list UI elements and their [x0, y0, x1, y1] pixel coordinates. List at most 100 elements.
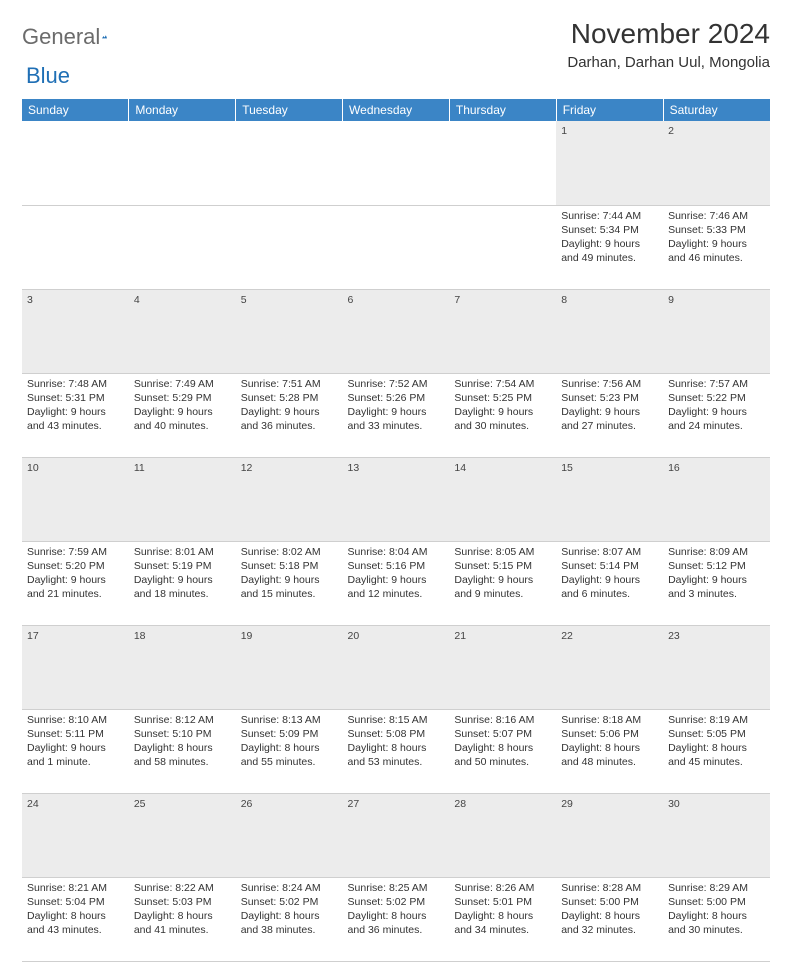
sunrise-text: Sunrise: 7:51 AM [241, 377, 338, 391]
sunset-text: Sunset: 5:04 PM [27, 895, 124, 909]
weekday-header: Tuesday [236, 99, 343, 121]
day-info-row: Sunrise: 7:44 AMSunset: 5:34 PMDaylight:… [22, 205, 770, 289]
sunrise-text: Sunrise: 8:28 AM [561, 881, 658, 895]
day-cell: Sunrise: 8:29 AMSunset: 5:00 PMDaylight:… [663, 877, 770, 961]
day-number: 18 [129, 625, 236, 709]
day-cell: Sunrise: 7:57 AMSunset: 5:22 PMDaylight:… [663, 373, 770, 457]
weekday-header: Thursday [449, 99, 556, 121]
sunrise-text: Sunrise: 8:18 AM [561, 713, 658, 727]
day-number-row: 17181920212223 [22, 625, 770, 709]
day-cell: Sunrise: 8:07 AMSunset: 5:14 PMDaylight:… [556, 541, 663, 625]
daylight-text: Daylight: 8 hours [241, 741, 338, 755]
day-number: 27 [343, 793, 450, 877]
day-cell: Sunrise: 7:56 AMSunset: 5:23 PMDaylight:… [556, 373, 663, 457]
sunrise-text: Sunrise: 8:09 AM [668, 545, 765, 559]
sunrise-text: Sunrise: 8:26 AM [454, 881, 551, 895]
title-block: November 2024 Darhan, Darhan Uul, Mongol… [567, 18, 770, 71]
weekday-header: Saturday [663, 99, 770, 121]
month-title: November 2024 [567, 18, 770, 50]
daylight-text: and 24 minutes. [668, 419, 765, 433]
day-cell: Sunrise: 8:04 AMSunset: 5:16 PMDaylight:… [343, 541, 450, 625]
day-cell: Sunrise: 7:49 AMSunset: 5:29 PMDaylight:… [129, 373, 236, 457]
weekday-header: Wednesday [343, 99, 450, 121]
daylight-text: Daylight: 9 hours [454, 573, 551, 587]
day-cell: Sunrise: 8:15 AMSunset: 5:08 PMDaylight:… [343, 709, 450, 793]
daylight-text: Daylight: 9 hours [134, 405, 231, 419]
day-cell: Sunrise: 7:48 AMSunset: 5:31 PMDaylight:… [22, 373, 129, 457]
day-cell: Sunrise: 7:59 AMSunset: 5:20 PMDaylight:… [22, 541, 129, 625]
brand-logo: General [22, 18, 130, 50]
sunset-text: Sunset: 5:02 PM [348, 895, 445, 909]
day-cell: Sunrise: 8:02 AMSunset: 5:18 PMDaylight:… [236, 541, 343, 625]
sunset-text: Sunset: 5:22 PM [668, 391, 765, 405]
sunrise-text: Sunrise: 8:25 AM [348, 881, 445, 895]
sunset-text: Sunset: 5:01 PM [454, 895, 551, 909]
daylight-text: and 50 minutes. [454, 755, 551, 769]
daylight-text: Daylight: 8 hours [348, 741, 445, 755]
day-cell: Sunrise: 7:46 AMSunset: 5:33 PMDaylight:… [663, 205, 770, 289]
day-number: 22 [556, 625, 663, 709]
daylight-text: and 48 minutes. [561, 755, 658, 769]
day-number: 28 [449, 793, 556, 877]
sunrise-text: Sunrise: 8:13 AM [241, 713, 338, 727]
sunset-text: Sunset: 5:12 PM [668, 559, 765, 573]
sunrise-text: Sunrise: 8:22 AM [134, 881, 231, 895]
daylight-text: and 9 minutes. [454, 587, 551, 601]
day-number: 1 [556, 121, 663, 205]
sunrise-text: Sunrise: 8:29 AM [668, 881, 765, 895]
day-number: 10 [22, 457, 129, 541]
daylight-text: Daylight: 9 hours [668, 573, 765, 587]
sunrise-text: Sunrise: 7:56 AM [561, 377, 658, 391]
day-number: 12 [236, 457, 343, 541]
sunrise-text: Sunrise: 8:12 AM [134, 713, 231, 727]
day-number: 7 [449, 289, 556, 373]
day-cell [236, 205, 343, 289]
sunset-text: Sunset: 5:07 PM [454, 727, 551, 741]
day-cell: Sunrise: 7:44 AMSunset: 5:34 PMDaylight:… [556, 205, 663, 289]
day-cell: Sunrise: 8:05 AMSunset: 5:15 PMDaylight:… [449, 541, 556, 625]
daylight-text: Daylight: 8 hours [134, 909, 231, 923]
sunset-text: Sunset: 5:33 PM [668, 223, 765, 237]
day-number [343, 121, 450, 205]
sunrise-text: Sunrise: 8:04 AM [348, 545, 445, 559]
day-number: 6 [343, 289, 450, 373]
daylight-text: and 53 minutes. [348, 755, 445, 769]
daylight-text: and 32 minutes. [561, 923, 658, 937]
daylight-text: Daylight: 9 hours [134, 573, 231, 587]
day-cell: Sunrise: 8:09 AMSunset: 5:12 PMDaylight:… [663, 541, 770, 625]
sunrise-text: Sunrise: 8:21 AM [27, 881, 124, 895]
daylight-text: and 6 minutes. [561, 587, 658, 601]
daylight-text: and 43 minutes. [27, 923, 124, 937]
day-number: 5 [236, 289, 343, 373]
daylight-text: Daylight: 8 hours [668, 909, 765, 923]
daylight-text: and 40 minutes. [134, 419, 231, 433]
weekday-header-row: Sunday Monday Tuesday Wednesday Thursday… [22, 99, 770, 121]
sunrise-text: Sunrise: 8:16 AM [454, 713, 551, 727]
daylight-text: and 55 minutes. [241, 755, 338, 769]
sunset-text: Sunset: 5:26 PM [348, 391, 445, 405]
sunrise-text: Sunrise: 7:48 AM [27, 377, 124, 391]
daylight-text: and 1 minute. [27, 755, 124, 769]
sunset-text: Sunset: 5:02 PM [241, 895, 338, 909]
daylight-text: and 12 minutes. [348, 587, 445, 601]
daylight-text: Daylight: 8 hours [454, 741, 551, 755]
daylight-text: and 46 minutes. [668, 251, 765, 265]
day-number-row: 12 [22, 121, 770, 205]
sunset-text: Sunset: 5:31 PM [27, 391, 124, 405]
daylight-text: Daylight: 9 hours [27, 405, 124, 419]
day-number-row: 3456789 [22, 289, 770, 373]
location: Darhan, Darhan Uul, Mongolia [567, 54, 770, 71]
day-info-row: Sunrise: 7:59 AMSunset: 5:20 PMDaylight:… [22, 541, 770, 625]
daylight-text: and 30 minutes. [668, 923, 765, 937]
sunset-text: Sunset: 5:29 PM [134, 391, 231, 405]
sunset-text: Sunset: 5:20 PM [27, 559, 124, 573]
sunset-text: Sunset: 5:08 PM [348, 727, 445, 741]
sunset-text: Sunset: 5:05 PM [668, 727, 765, 741]
daylight-text: Daylight: 9 hours [348, 573, 445, 587]
day-cell: Sunrise: 8:13 AMSunset: 5:09 PMDaylight:… [236, 709, 343, 793]
daylight-text: Daylight: 9 hours [454, 405, 551, 419]
day-info-row: Sunrise: 7:48 AMSunset: 5:31 PMDaylight:… [22, 373, 770, 457]
day-number [449, 121, 556, 205]
brand-left: General [22, 24, 100, 50]
day-number: 29 [556, 793, 663, 877]
